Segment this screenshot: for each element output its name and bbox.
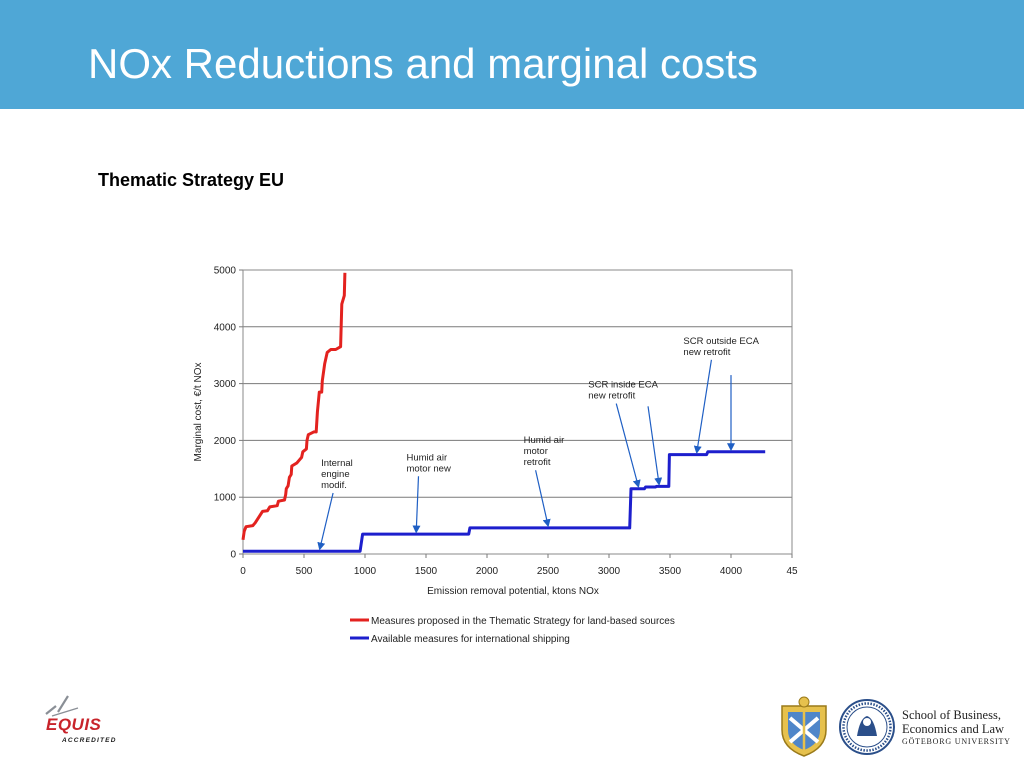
slide-title: NOx Reductions and marginal costs: [88, 40, 758, 87]
annotation-label: SCR inside ECA: [588, 380, 658, 391]
x-tick-label: 2500: [537, 566, 560, 577]
y-tick-label: 2000: [214, 436, 237, 447]
x-tick-label: 45: [786, 566, 798, 577]
y-tick-label: 3000: [214, 379, 237, 390]
x-tick-label: 1500: [415, 566, 438, 577]
annotation-arrow: [412, 476, 421, 534]
y-axis-title: Marginal cost, €/t NOx: [193, 363, 204, 462]
annotation-label: SCR outside ECA: [683, 336, 759, 347]
y-tick-label: 4000: [214, 322, 237, 333]
x-tick-label: 1000: [354, 566, 377, 577]
chart-subtitle: Thematic Strategy EU: [98, 170, 285, 190]
annotation-label: retrofit: [524, 457, 551, 468]
equis-accredited-tag: ACCREDITED: [62, 737, 117, 744]
land-based-measures-line: [241, 272, 347, 541]
annotation-arrow: [317, 492, 334, 551]
y-tick-label: 1000: [214, 493, 237, 504]
annotation-arrow: [535, 470, 551, 528]
school-name: School of Business, Economics and Law GÖ…: [902, 708, 1011, 746]
x-tick-label: 2000: [476, 566, 499, 577]
annotation-label: engine: [321, 469, 350, 480]
university-seal-logo: [839, 699, 895, 755]
y-tick-label: 0: [230, 550, 236, 561]
annotation-label: motor: [524, 446, 548, 457]
header-band: [0, 0, 1024, 109]
legend-label: Available measures for international shi…: [371, 634, 570, 645]
x-tick-label: 3500: [659, 566, 682, 577]
plot-frame: [242, 269, 793, 555]
equis-wordmark: EQUIS: [46, 715, 102, 734]
annotation-arrow: [615, 403, 641, 489]
annotation-label: new retrofit: [683, 347, 730, 358]
x-tick-label: 4000: [720, 566, 743, 577]
equis-accredited-logo: [45, 695, 79, 717]
x-tick-label: 3000: [598, 566, 621, 577]
marginal-cost-chart: 0 1000 2000 3000 4000 5000 0 500 1000 1500 2000 250…: [193, 266, 798, 646]
annotation-label: modif.: [321, 480, 347, 491]
annotation-label: new retrofit: [588, 391, 635, 402]
x-tick-label: 500: [296, 566, 313, 577]
university-crest-logo: [781, 696, 827, 757]
x-axis-title: Emission removal potential, ktons NOx: [427, 586, 599, 597]
annotation-label: Humid air: [406, 452, 447, 463]
annotation-label: Humid air: [524, 435, 565, 446]
annotation-arrow: [647, 406, 663, 486]
x-tick-label: 0: [240, 566, 246, 577]
legend-label: Measures proposed in the Thematic Strate…: [371, 616, 675, 627]
shipping-measures-line: [243, 450, 766, 553]
annotation-label: motor new: [406, 463, 450, 474]
annotation-label: Internal: [321, 458, 353, 469]
y-tick-label: 5000: [214, 266, 237, 277]
annotation-arrow: [693, 359, 713, 455]
